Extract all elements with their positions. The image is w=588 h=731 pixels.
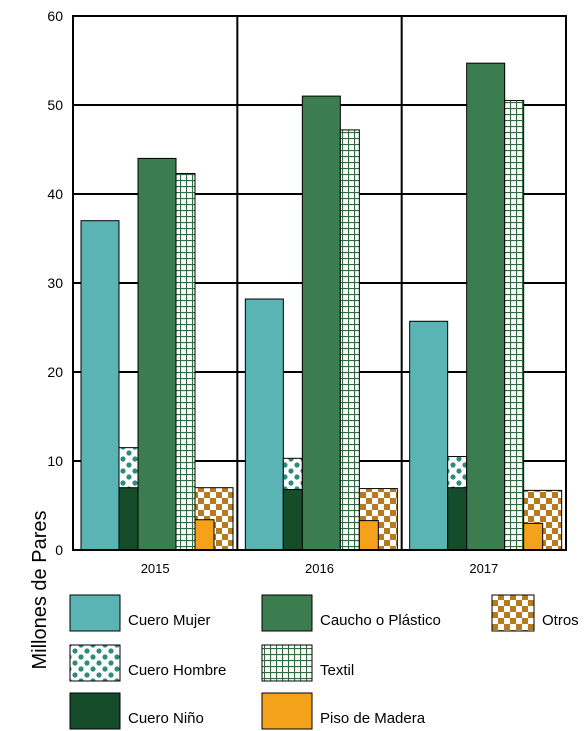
bar-textil-2016 bbox=[339, 129, 360, 551]
bar-caucho-o-plastico-2016 bbox=[301, 95, 341, 551]
legend-label-caucho-o-plastico: Caucho o Plástico bbox=[320, 612, 441, 629]
bar-piso-de-madera-2017 bbox=[523, 522, 544, 551]
bar-caucho-o-plastico-2015 bbox=[137, 157, 177, 551]
bar-piso-de-madera-2016 bbox=[358, 520, 379, 551]
y-tick-label-40: 40 bbox=[47, 186, 63, 202]
bar-piso-de-madera-2015 bbox=[194, 519, 215, 551]
x-tick-label-2015: 2015 bbox=[141, 561, 170, 576]
bar-textil-2015 bbox=[175, 173, 196, 551]
bar-cuero-mujer-2016 bbox=[244, 298, 284, 551]
y-tick-label-20: 20 bbox=[47, 364, 63, 380]
y-tick-label-60: 60 bbox=[47, 8, 63, 24]
legend-swatch-textil bbox=[261, 644, 313, 682]
legend-label-cuero-mujer: Cuero Mujer bbox=[128, 612, 211, 629]
legend-label-otros: Otros bbox=[542, 612, 579, 629]
bar-textil-2017 bbox=[504, 100, 525, 551]
legend-swatch-caucho-o-plastico bbox=[261, 594, 313, 632]
legend-label-piso-de-madera: Piso de Madera bbox=[320, 710, 426, 727]
plot-frame bbox=[72, 15, 567, 551]
bar-cuero-mujer-2017 bbox=[409, 320, 449, 551]
x-tick-label-2017: 2017 bbox=[469, 561, 498, 576]
bar-cuero-mujer-2015 bbox=[80, 220, 120, 551]
y-tick-label-30: 30 bbox=[47, 275, 63, 291]
legend-label-cuero-hombre: Cuero Hombre bbox=[128, 662, 226, 679]
legend-swatch-cuero-nino bbox=[69, 692, 121, 730]
y-tick-label-10: 10 bbox=[47, 453, 63, 469]
y-tick-label-0: 0 bbox=[55, 542, 63, 558]
x-tick-label-2016: 2016 bbox=[305, 561, 334, 576]
y-tick-label-50: 50 bbox=[47, 97, 63, 113]
legend-swatch-otros bbox=[491, 594, 535, 632]
legend-label-cuero-nino: Cuero Niño bbox=[128, 710, 204, 727]
bar-caucho-o-plastico-2017 bbox=[466, 62, 506, 551]
legend-swatch-cuero-hombre bbox=[69, 644, 121, 682]
legend-swatch-piso-de-madera bbox=[261, 692, 313, 730]
legend-swatch-cuero-mujer bbox=[69, 594, 121, 632]
y-axis-label: Millones de Pares bbox=[29, 511, 51, 670]
legend-label-textil: Textil bbox=[320, 662, 354, 679]
